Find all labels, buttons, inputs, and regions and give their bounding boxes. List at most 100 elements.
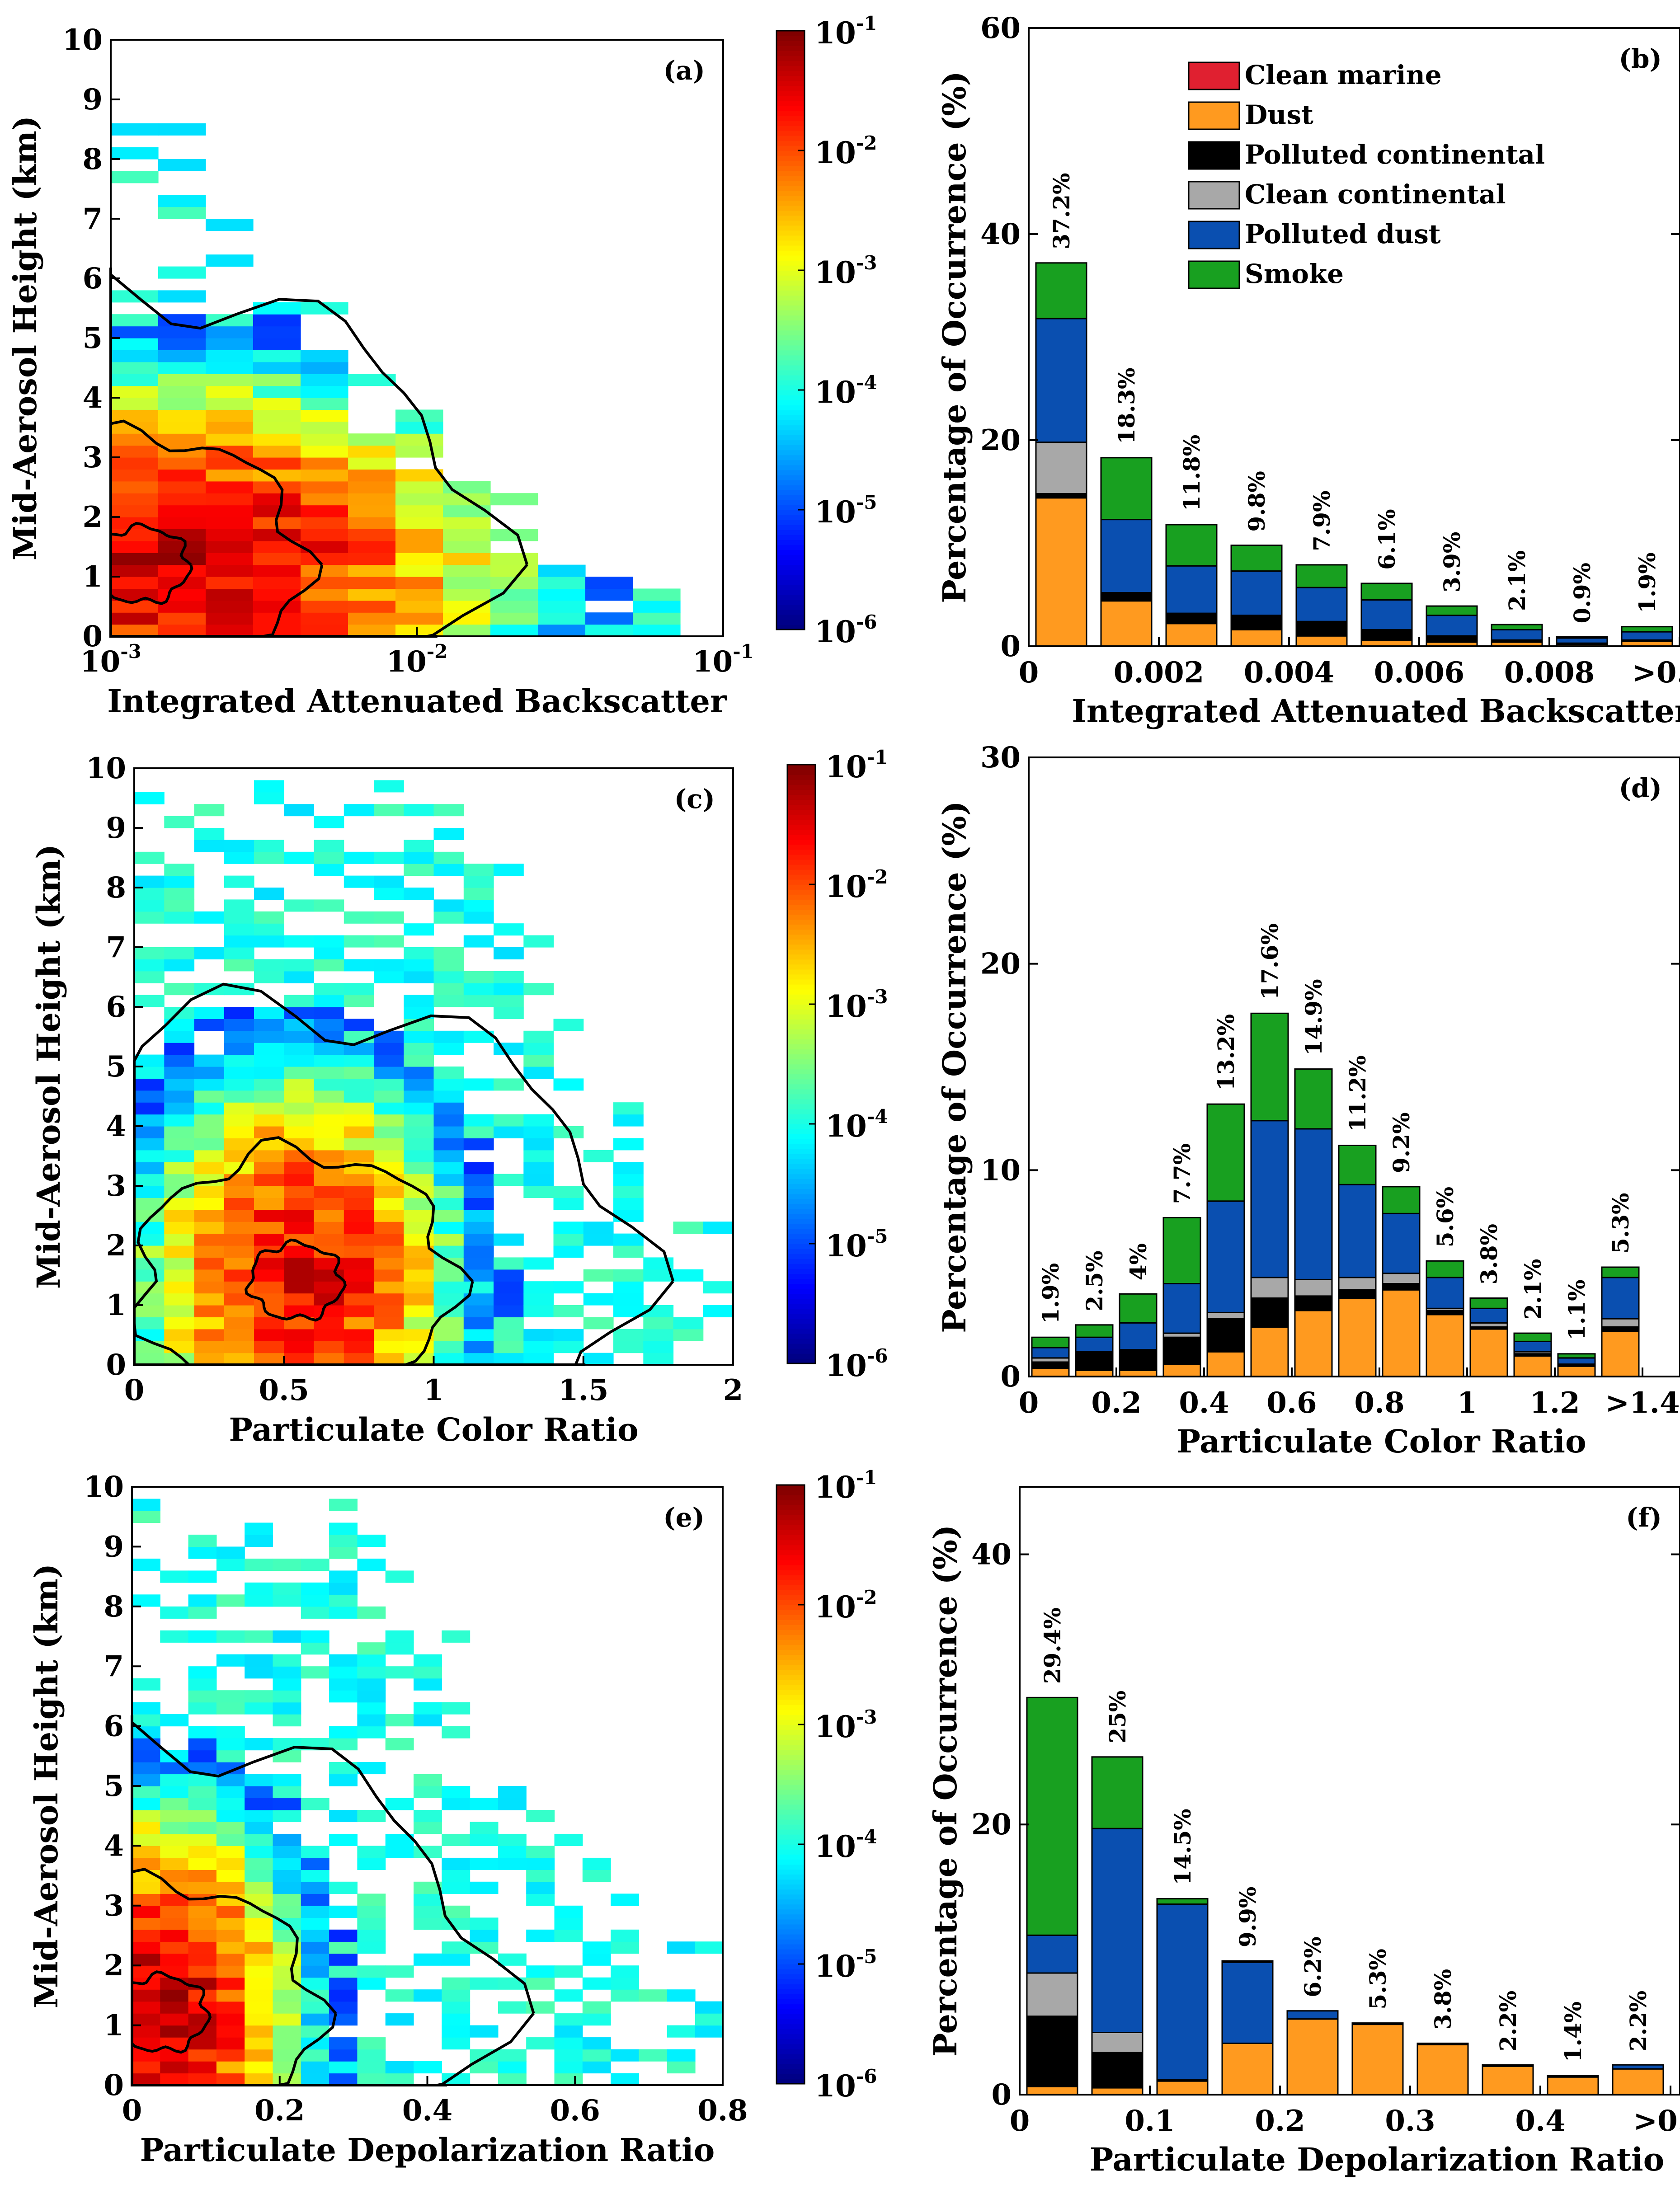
y-tick-label: 10 <box>84 1470 124 1504</box>
colorbar-step <box>776 1864 805 1870</box>
colorbar-tick-label: 10-5 <box>825 1225 888 1264</box>
heatmap-cell <box>273 2013 301 2026</box>
colorbar-step <box>776 425 805 431</box>
colorbar-step <box>776 554 805 560</box>
heatmap-cell <box>344 1341 374 1353</box>
colorbar-step <box>776 1625 805 1630</box>
heatmap-cell <box>494 995 524 1007</box>
heatmap-cell <box>329 1666 358 1679</box>
heatmap-cell <box>374 1186 404 1198</box>
heatmap-cell <box>206 433 254 446</box>
bar-segment-polluted-dust <box>1295 587 1348 622</box>
y-tick-label: 20 <box>971 1808 1012 1842</box>
colorbar-step <box>776 1515 805 1521</box>
bar-total-label: 2.2% <box>1495 1991 1521 2052</box>
heatmap-cell <box>301 1905 329 1918</box>
heatmap-cell <box>611 1941 639 1954</box>
colorbar-step <box>776 1610 805 1615</box>
heatmap-cell <box>132 1881 160 1894</box>
colorbar-step <box>776 205 805 211</box>
colorbar-step <box>776 614 805 620</box>
colorbar-step <box>776 41 805 46</box>
heatmap-cell <box>329 1905 358 1918</box>
heatmap-cell <box>314 1281 344 1294</box>
heatmap-cell <box>111 123 159 136</box>
heatmap-cell <box>613 1209 644 1222</box>
heatmap-cell <box>254 1281 284 1294</box>
heatmap-cell <box>194 1007 225 1019</box>
y-tick-label: 7 <box>106 930 126 964</box>
heatmap-cell <box>433 899 464 912</box>
colorbar-step <box>776 1949 805 1955</box>
heatmap-cell <box>442 1941 471 1954</box>
heatmap-cell <box>329 1534 358 1547</box>
heatmap-cell <box>526 1810 555 1823</box>
colorbar-tick-label: 10-1 <box>814 1466 877 1505</box>
heatmap-cell <box>284 1293 315 1306</box>
x-tick-label: 0.5 <box>259 1373 309 1407</box>
bar-segment-polluted-dust <box>1230 570 1283 616</box>
colorbar-step <box>776 1974 805 1979</box>
heatmap-cell <box>254 1067 284 1079</box>
colorbar-step <box>787 1004 815 1010</box>
heatmap-cell <box>463 995 494 1007</box>
heatmap-cell <box>523 1353 554 1365</box>
heatmap-cell <box>245 1929 273 1942</box>
heatmap-cell <box>314 1138 344 1151</box>
heatmap-cell <box>188 1881 217 1894</box>
heatmap-cell <box>329 1678 358 1691</box>
heatmap-cell <box>224 1030 254 1043</box>
heatmap-cell <box>254 1257 284 1270</box>
heatmap-cell <box>188 1846 217 1858</box>
heatmap-cell <box>253 385 301 398</box>
colorbar-step <box>787 1293 815 1299</box>
heatmap-cell <box>216 2025 245 2038</box>
bar-total-label: 11.8% <box>1178 435 1205 511</box>
heatmap-cell <box>134 1353 165 1365</box>
heatmap-cell <box>273 1714 301 1727</box>
heatmap-cell <box>301 2013 329 2026</box>
heatmap-cell <box>224 1198 254 1210</box>
bar-total-label: 2.1% <box>1504 550 1530 611</box>
heatmap-cell <box>111 314 159 327</box>
heatmap-cell <box>158 421 206 434</box>
x-tick-label: 2 <box>723 1373 744 1407</box>
colorbar-step <box>787 1164 815 1170</box>
colorbar-step <box>776 300 805 306</box>
colorbar-tick-label: 10-2 <box>825 866 888 904</box>
heatmap-cell <box>344 1329 374 1341</box>
heatmap-cell <box>158 564 206 577</box>
heatmap-cell <box>553 1305 584 1317</box>
colorbar-step <box>776 505 805 510</box>
bar-segment-clean-continental <box>1026 1972 1078 2017</box>
heatmap-cell <box>344 1054 374 1067</box>
heatmap-cell <box>253 457 301 470</box>
heatmap-cell <box>224 1019 254 1031</box>
colorbar-step <box>776 265 805 271</box>
heatmap-cell <box>206 481 254 493</box>
heatmap-cell <box>245 1522 273 1535</box>
heatmap-cell <box>314 1150 344 1162</box>
heatmap-cell <box>284 1067 315 1079</box>
heatmap-cell <box>111 577 159 589</box>
colorbar-step <box>787 1069 815 1075</box>
colorbar-step <box>776 1959 805 1964</box>
colorbar-step <box>787 1074 815 1080</box>
heatmap-cell <box>216 1810 245 1823</box>
heatmap-cell <box>164 1126 195 1138</box>
colorbar-step <box>776 280 805 286</box>
heatmap-cell <box>301 1881 329 1894</box>
heatmap-cell <box>134 995 165 1007</box>
colorbar-step <box>776 1505 805 1510</box>
colorbar-step <box>776 484 805 490</box>
heatmap-cell <box>582 2061 611 2074</box>
heatmap-cell <box>194 1317 225 1330</box>
colorbar-tick-label: 10-5 <box>814 1945 877 1984</box>
bar-segment-clean-continental <box>1338 1277 1377 1291</box>
heatmap-cell <box>301 433 348 446</box>
y-tick-label: 0 <box>991 2078 1012 2112</box>
y-axis-label: Mid-Aerosol Height (km) <box>28 1564 65 2008</box>
heatmap-cell <box>442 1917 471 1930</box>
colorbar-step <box>787 1313 815 1319</box>
